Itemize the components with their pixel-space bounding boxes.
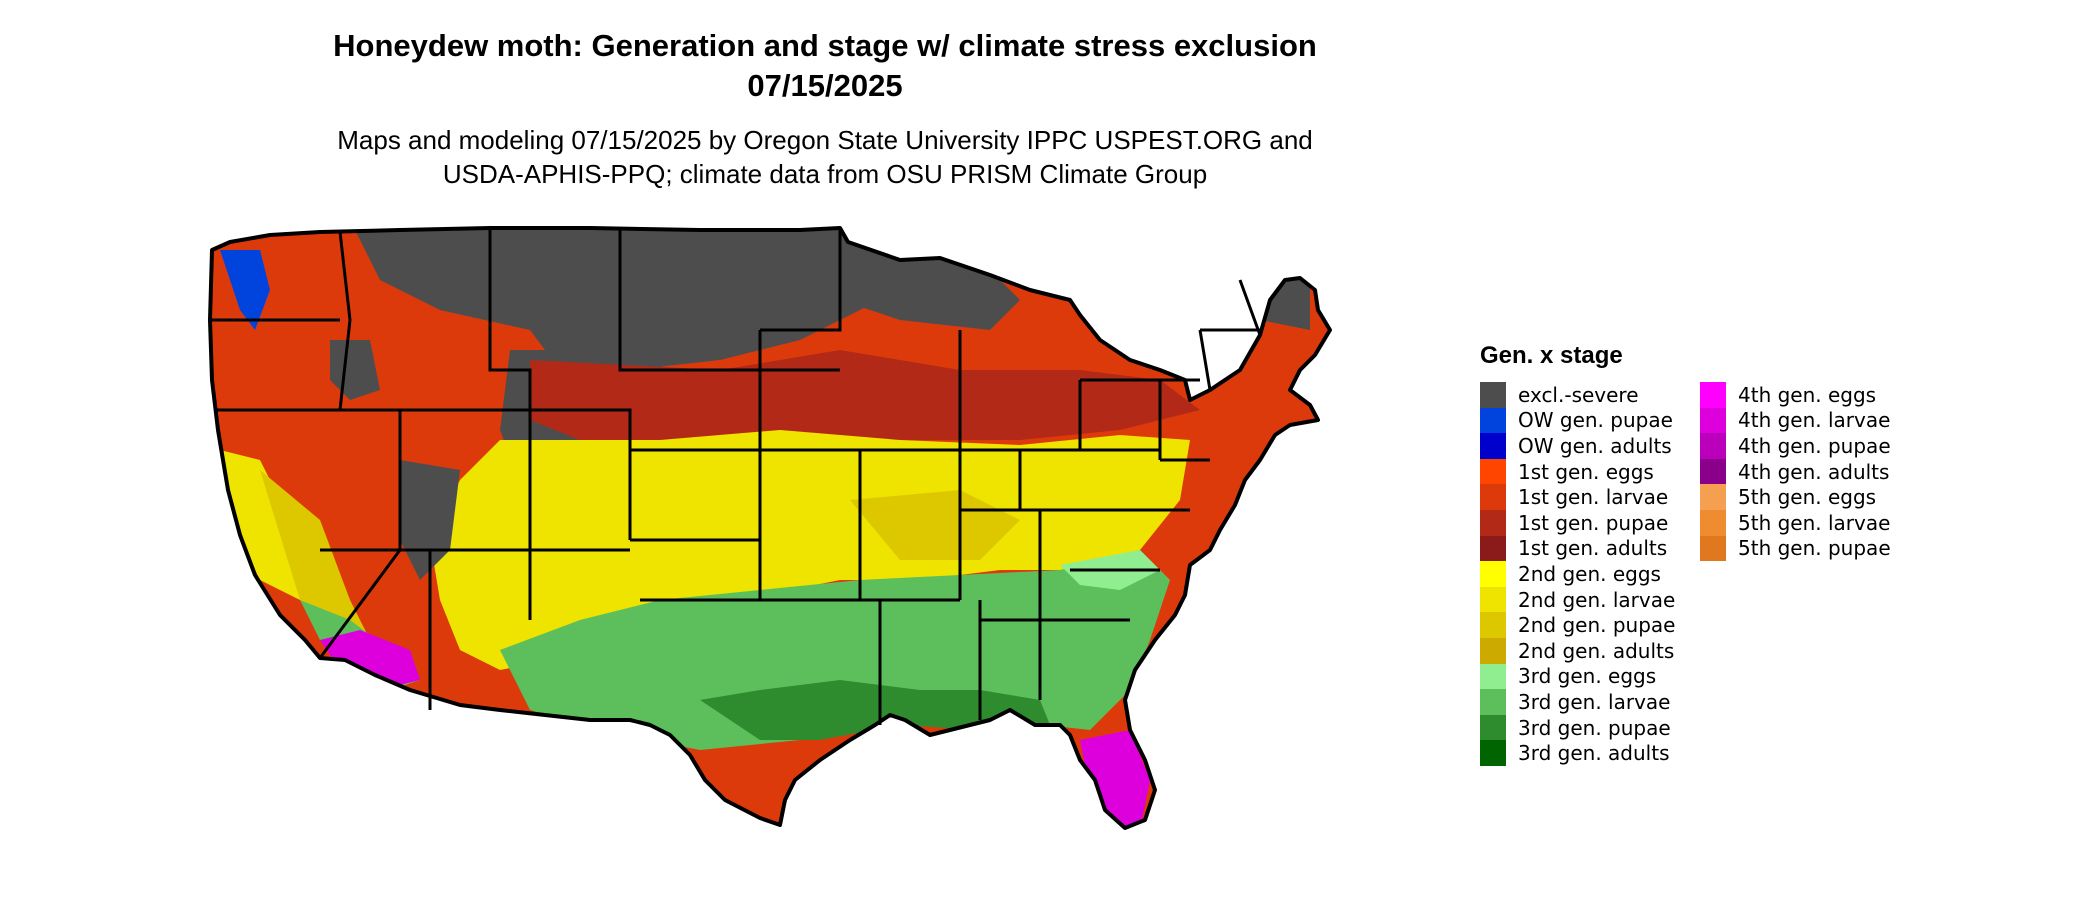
legend-swatch bbox=[1480, 509, 1506, 536]
legend-swatch bbox=[1480, 561, 1506, 587]
legend-swatch bbox=[1700, 407, 1726, 434]
legend-swatch bbox=[1480, 612, 1506, 638]
legend-swatch bbox=[1480, 458, 1506, 485]
legend-column-1: excl.-severe OW gen. pupae OW gen. adult… bbox=[1480, 382, 1675, 766]
legend-swatch bbox=[1700, 433, 1726, 459]
legend-label: 2nd gen. eggs bbox=[1518, 561, 1661, 586]
legend-label: 1st gen. larvae bbox=[1518, 485, 1669, 510]
legend-label: 3rd gen. adults bbox=[1518, 741, 1670, 766]
map-credit-line-1: Maps and modeling 07/15/2025 by Oregon S… bbox=[337, 125, 1313, 155]
legend-swatch bbox=[1480, 663, 1506, 690]
legend-label: 5th gen. larvae bbox=[1738, 510, 1891, 535]
legend-swatch bbox=[1700, 458, 1726, 485]
legend-swatch bbox=[1480, 586, 1506, 613]
legend-swatch bbox=[1480, 714, 1506, 741]
legend-label: OW gen. adults bbox=[1518, 433, 1672, 458]
legend-item: OW gen. pupae bbox=[1480, 407, 1675, 434]
legend-item: 5th gen. eggs bbox=[1700, 484, 1891, 510]
legend-label: 2nd gen. pupae bbox=[1518, 613, 1676, 638]
legend-swatch bbox=[1700, 535, 1726, 562]
legend-label: 3rd gen. eggs bbox=[1518, 664, 1657, 689]
legend-column-2: 4th gen. eggs 4th gen. larvae 4th gen. p… bbox=[1700, 382, 1891, 562]
legend-swatch bbox=[1700, 509, 1726, 536]
legend-item: 3rd gen. eggs bbox=[1480, 663, 1675, 690]
legend-swatch bbox=[1480, 407, 1506, 434]
legend-swatch bbox=[1480, 689, 1506, 715]
legend-label: 3rd gen. larvae bbox=[1518, 689, 1671, 714]
legend-label: OW gen. pupae bbox=[1518, 408, 1673, 433]
legend-item: 4th gen. eggs bbox=[1700, 382, 1891, 408]
legend-label: 1st gen. adults bbox=[1518, 536, 1668, 561]
legend-item: 1st gen. pupae bbox=[1480, 509, 1675, 536]
legend-swatch bbox=[1480, 433, 1506, 459]
legend-item: 4th gen. pupae bbox=[1700, 433, 1891, 459]
legend-label: 4th gen. eggs bbox=[1738, 382, 1877, 407]
legend-item: 4th gen. adults bbox=[1700, 458, 1891, 485]
legend-item: 1st gen. larvae bbox=[1480, 484, 1675, 510]
legend-label: 4th gen. adults bbox=[1738, 459, 1890, 484]
legend-item: 5th gen. pupae bbox=[1700, 535, 1891, 562]
legend-item: 1st gen. eggs bbox=[1480, 458, 1675, 485]
map-credit-line-2: USDA-APHIS-PPQ; climate data from OSU PR… bbox=[442, 159, 1208, 189]
legend-item: 2nd gen. eggs bbox=[1480, 561, 1675, 587]
legend-item: 2nd gen. larvae bbox=[1480, 586, 1676, 613]
legend-item: 1st gen. adults bbox=[1480, 535, 1675, 562]
legend-swatch bbox=[1480, 637, 1506, 664]
legend-label: 1st gen. eggs bbox=[1518, 459, 1654, 484]
legend-swatch bbox=[1480, 382, 1506, 408]
legend-item: 2nd gen. adults bbox=[1480, 637, 1675, 664]
legend-item: excl.-severe bbox=[1480, 382, 1675, 408]
legend-label: 4th gen. pupae bbox=[1738, 433, 1891, 458]
map-title: Honeydew moth: Generation and stage w/ c… bbox=[333, 28, 1317, 63]
legend-swatch bbox=[1480, 535, 1506, 562]
legend-item: 3rd gen. pupae bbox=[1480, 714, 1675, 741]
legend-label: 5th gen. eggs bbox=[1738, 485, 1877, 510]
us-generation-map bbox=[208, 226, 1332, 830]
legend-item: 3rd gen. larvae bbox=[1480, 689, 1675, 715]
legend-label: excl.-severe bbox=[1518, 382, 1639, 407]
legend-item: 4th gen. larvae bbox=[1700, 407, 1891, 434]
legend-swatch bbox=[1700, 484, 1726, 510]
legend-label: 3rd gen. pupae bbox=[1518, 715, 1671, 740]
map-date: 07/15/2025 bbox=[747, 68, 903, 103]
legend-item: 2nd gen. pupae bbox=[1480, 612, 1675, 638]
legend-swatch bbox=[1480, 740, 1506, 766]
legend-label: 1st gen. pupae bbox=[1518, 510, 1669, 535]
legend-item: 3rd gen. adults bbox=[1480, 740, 1675, 766]
legend-item: OW gen. adults bbox=[1480, 433, 1675, 459]
legend-label: 2nd gen. adults bbox=[1518, 638, 1675, 663]
legend-item: 5th gen. larvae bbox=[1700, 509, 1891, 536]
legend-label: 4th gen. larvae bbox=[1738, 408, 1891, 433]
legend-label: 5th gen. pupae bbox=[1738, 536, 1891, 561]
legend-label: 2nd gen. larvae bbox=[1518, 587, 1676, 612]
legend-swatch bbox=[1700, 382, 1726, 408]
legend-title: Gen. x stage bbox=[1480, 342, 1623, 369]
legend-swatch bbox=[1480, 484, 1506, 510]
